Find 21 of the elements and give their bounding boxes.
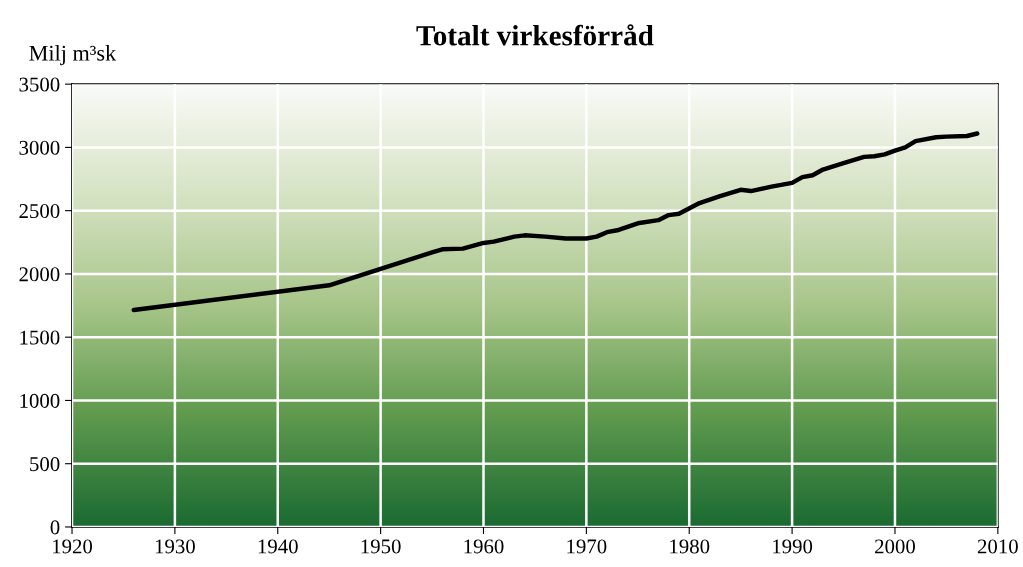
x-tick-label: 1970 (567, 539, 607, 554)
x-tick-label: 1920 (53, 539, 93, 554)
y-tick-label: 500 (30, 457, 60, 472)
line-series (131, 131, 980, 313)
x-tick-label: 1960 (464, 539, 504, 554)
x-tick-label: 1990 (773, 539, 813, 554)
y-tick-label: 3500 (19, 77, 60, 92)
y-tick-label: 2500 (19, 204, 60, 219)
y-tick-label: 0 (50, 520, 60, 535)
x-tick-label: 2010 (977, 539, 1018, 554)
y-tick-label: 1000 (20, 393, 60, 408)
x-tick-label: 1980 (670, 539, 710, 554)
y-tick-label: 1500 (20, 330, 60, 345)
x-tick-label: 1940 (258, 539, 298, 554)
y-tick-label: 2000 (19, 267, 60, 282)
x-tick-label: 2000 (875, 539, 915, 554)
y-tick-label: 3000 (19, 140, 60, 155)
chart-title: Totalt virkesförråd (416, 24, 654, 46)
y-axis-title: Milj m³sk (29, 45, 117, 66)
x-tick-label: 1930 (155, 539, 195, 554)
x-tick-label: 1950 (361, 539, 401, 554)
